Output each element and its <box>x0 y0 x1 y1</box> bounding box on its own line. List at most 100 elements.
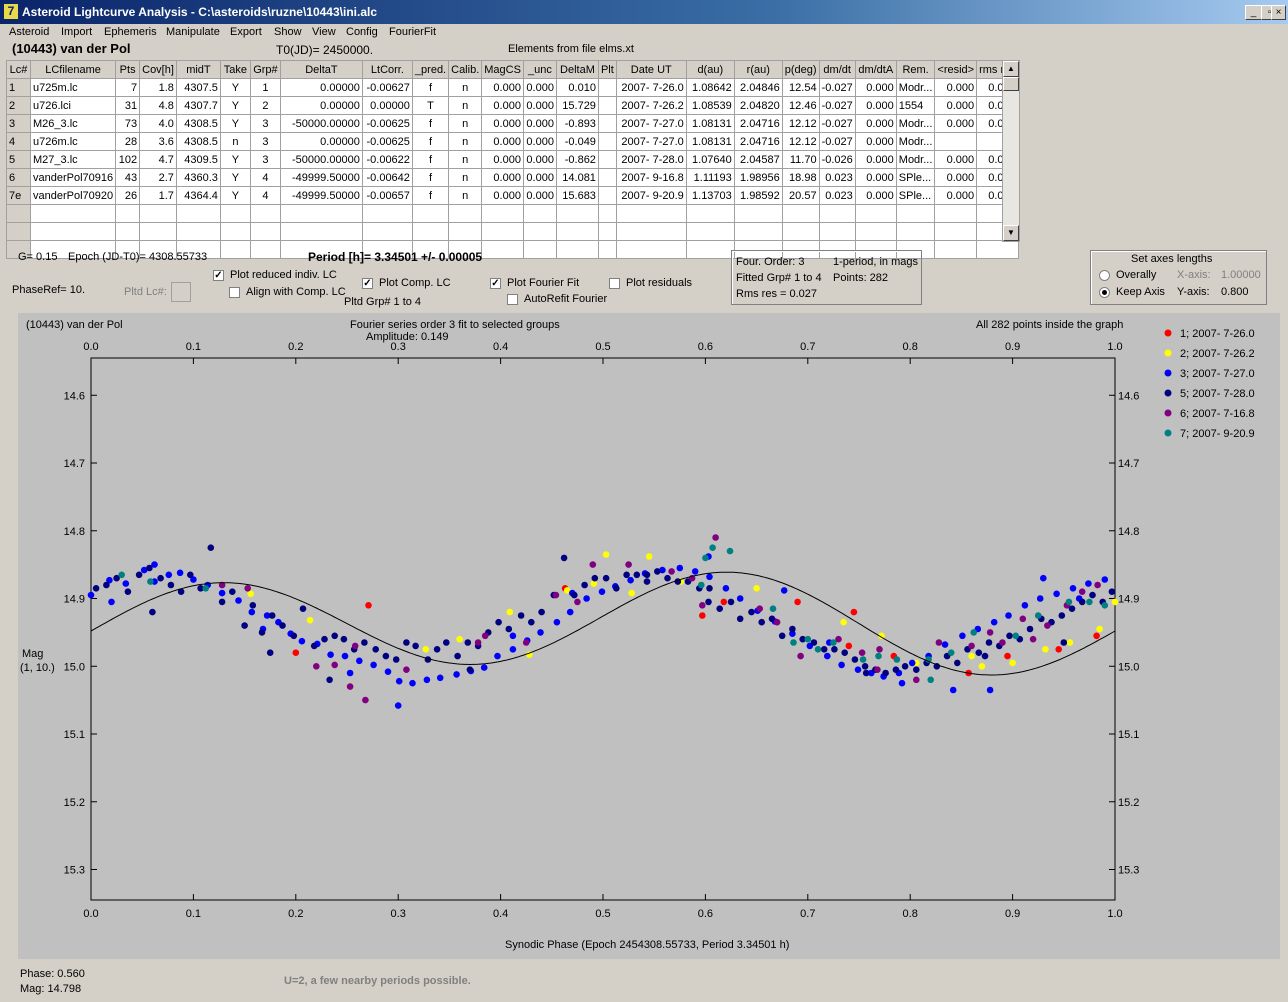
table-cell[interactable]: 2007- 7-28.0 <box>615 150 687 169</box>
table-cell[interactable]: 0.000 <box>854 96 897 115</box>
table-cell[interactable]: 73 <box>115 114 141 133</box>
table-cell[interactable]: 0.000 <box>522 150 557 169</box>
table-cell[interactable]: 4308.5 <box>175 114 221 133</box>
table-cell[interactable] <box>555 222 599 241</box>
table-cell[interactable]: Modr... <box>895 78 936 97</box>
table-cell[interactable]: 12.12 <box>781 132 820 151</box>
menu-view[interactable]: View <box>312 26 336 38</box>
table-cell[interactable]: Modr... <box>895 150 936 169</box>
table-cell[interactable] <box>361 204 413 223</box>
table-cell[interactable]: Y <box>219 150 251 169</box>
column-header[interactable]: Plt <box>597 60 617 79</box>
table-cell[interactable]: 0.00000 <box>279 132 363 151</box>
table-cell[interactable]: 2007- 7-27.0 <box>615 132 687 151</box>
table-cell[interactable] <box>29 240 117 259</box>
table-cell[interactable]: 0.023 <box>818 186 856 205</box>
column-header[interactable]: p(deg) <box>781 60 820 79</box>
plot-reduced-checkbox[interactable]: ✓ <box>213 270 224 281</box>
table-cell[interactable]: 0.000 <box>854 168 897 187</box>
menu-export[interactable]: Export <box>230 26 262 38</box>
table-cell[interactable] <box>597 96 617 115</box>
table-cell[interactable]: -0.862 <box>555 150 599 169</box>
table-cell[interactable]: 0.00000 <box>279 96 363 115</box>
table-cell[interactable] <box>219 240 251 259</box>
table-cell[interactable] <box>781 222 820 241</box>
menu-config[interactable]: Config <box>346 26 378 38</box>
table-cell[interactable]: -50000.00000 <box>279 114 363 133</box>
table-cell[interactable]: 14.081 <box>555 168 599 187</box>
table-cell[interactable] <box>934 132 978 151</box>
table-cell[interactable]: 1 <box>249 78 281 97</box>
table-cell[interactable]: 1.98956 <box>733 168 783 187</box>
menu-import[interactable]: Import <box>61 26 93 38</box>
plot-comp-checkbox[interactable]: ✓ <box>362 278 373 289</box>
table-cell[interactable]: 1.13703 <box>685 186 735 205</box>
table-scrollbar[interactable]: ▲ ▼ <box>1002 60 1020 242</box>
table-cell[interactable]: 4 <box>249 168 281 187</box>
table-cell[interactable]: 4 <box>6 132 31 151</box>
table-cell[interactable]: 2.7 <box>139 168 177 187</box>
column-header[interactable]: Lc# <box>6 60 31 79</box>
table-cell[interactable]: Y <box>219 114 251 133</box>
table-cell[interactable]: 2007- 7-26.2 <box>615 96 687 115</box>
table-cell[interactable] <box>615 204 687 223</box>
table-cell[interactable]: 2007- 9-16.8 <box>615 168 687 187</box>
table-cell[interactable]: Y <box>219 168 251 187</box>
table-cell[interactable]: 20.57 <box>781 186 820 205</box>
table-cell[interactable]: Y <box>219 186 251 205</box>
table-cell[interactable] <box>279 222 363 241</box>
table-cell[interactable]: -0.00625 <box>361 132 413 151</box>
table-cell[interactable] <box>597 78 617 97</box>
pltd-lc-spinner[interactable] <box>171 282 191 302</box>
table-cell[interactable]: 12.54 <box>781 78 820 97</box>
table-cell[interactable]: -0.027 <box>818 78 856 97</box>
column-header[interactable]: _pred. <box>411 60 450 79</box>
table-cell[interactable] <box>249 222 281 241</box>
column-header[interactable]: LtCorr. <box>361 60 413 79</box>
align-comp-checkbox[interactable] <box>229 287 240 298</box>
empty-table-row[interactable] <box>6 222 1019 241</box>
table-cell[interactable] <box>854 240 897 259</box>
table-cell[interactable]: M26_3.lc <box>29 114 117 133</box>
table-cell[interactable]: 0.00000 <box>279 78 363 97</box>
table-cell[interactable]: -50000.00000 <box>279 150 363 169</box>
table-cell[interactable]: 18.98 <box>781 168 820 187</box>
column-header[interactable]: Grp# <box>249 60 281 79</box>
plot-fourier-checkbox[interactable]: ✓ <box>490 278 501 289</box>
table-cell[interactable]: 3 <box>249 150 281 169</box>
table-cell[interactable]: n <box>448 114 483 133</box>
table-cell[interactable]: 4309.5 <box>175 150 221 169</box>
table-cell[interactable]: 0.000 <box>854 78 897 97</box>
table-cell[interactable] <box>781 204 820 223</box>
table-cell[interactable]: 0.000 <box>934 96 978 115</box>
table-cell[interactable]: 2.04587 <box>733 150 783 169</box>
table-cell[interactable]: 0.000 <box>481 132 524 151</box>
table-cell[interactable]: f <box>411 150 450 169</box>
table-cell[interactable]: T <box>411 96 450 115</box>
table-cell[interactable]: -0.027 <box>818 114 856 133</box>
column-header[interactable]: r(au) <box>733 60 783 79</box>
table-cell[interactable]: f <box>411 114 450 133</box>
table-cell[interactable]: 1554 <box>895 96 936 115</box>
table-cell[interactable] <box>448 204 483 223</box>
column-header[interactable]: dm/dt <box>818 60 856 79</box>
table-cell[interactable]: 15.729 <box>555 96 599 115</box>
table-cell[interactable]: 1.08642 <box>685 78 735 97</box>
column-header[interactable]: d(au) <box>685 60 735 79</box>
table-cell[interactable]: 2007- 7-27.0 <box>615 114 687 133</box>
table-cell[interactable] <box>597 150 617 169</box>
table-cell[interactable] <box>249 240 281 259</box>
table-cell[interactable]: f <box>411 186 450 205</box>
table-cell[interactable] <box>733 240 783 259</box>
table-cell[interactable]: n <box>448 168 483 187</box>
table-cell[interactable] <box>6 240 31 259</box>
column-header[interactable]: DeltaT <box>279 60 363 79</box>
table-cell[interactable]: SPle... <box>895 186 936 205</box>
table-cell[interactable] <box>685 222 735 241</box>
plot-residuals-checkbox[interactable] <box>609 278 620 289</box>
table-cell[interactable] <box>6 222 31 241</box>
table-cell[interactable] <box>597 186 617 205</box>
table-row[interactable]: 7e vanderPol70920 26 1.7 4364.4 Y 4 -49999.5000… <box>6 186 1019 205</box>
table-cell[interactable]: 4 <box>249 186 281 205</box>
table-cell[interactable]: 4360.3 <box>175 168 221 187</box>
